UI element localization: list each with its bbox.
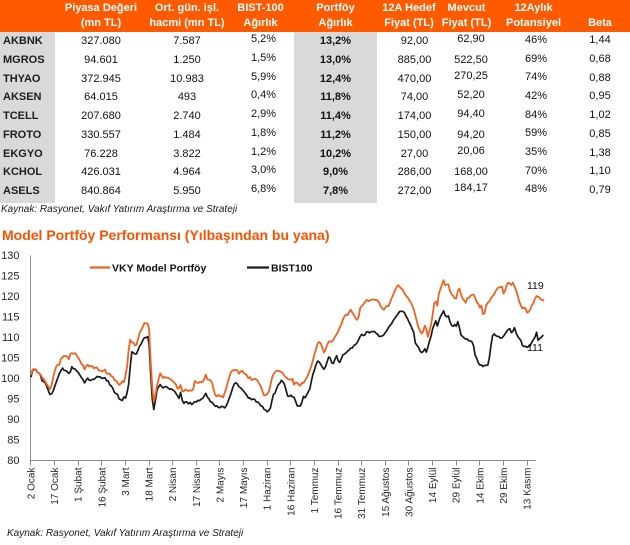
svg-text:14 Eylül: 14 Eylül bbox=[428, 468, 439, 504]
svg-text:2 Mayıs: 2 Mayıs bbox=[216, 468, 227, 503]
svg-text:14 Ekim: 14 Ekim bbox=[475, 468, 486, 504]
svg-text:31 Temmuz: 31 Temmuz bbox=[357, 468, 368, 520]
svg-text:16 Temmuz: 16 Temmuz bbox=[334, 468, 345, 520]
svg-text:120: 120 bbox=[1, 291, 19, 303]
svg-text:30 Ağustos: 30 Ağustos bbox=[404, 468, 415, 517]
svg-text:17 Mayıs: 17 Mayıs bbox=[239, 468, 250, 509]
svg-text:85: 85 bbox=[7, 435, 19, 447]
svg-text:29 Ekim: 29 Ekim bbox=[499, 468, 510, 504]
svg-text:115: 115 bbox=[2, 311, 20, 323]
svg-text:80: 80 bbox=[7, 455, 19, 467]
svg-text:29 Eylül: 29 Eylül bbox=[452, 468, 463, 504]
svg-text:3 Mart: 3 Mart bbox=[121, 467, 132, 496]
svg-text:16 Haziran: 16 Haziran bbox=[286, 468, 297, 516]
svg-text:13 Kasım: 13 Kasım bbox=[523, 468, 534, 510]
svg-text:17 Ocak: 17 Ocak bbox=[50, 467, 61, 505]
svg-text:VKY Model Portföy: VKY Model Portföy bbox=[112, 262, 206, 274]
svg-text:95: 95 bbox=[7, 393, 19, 405]
svg-text:125: 125 bbox=[1, 270, 19, 282]
svg-text:BIST100: BIST100 bbox=[271, 262, 313, 274]
svg-text:16 Şubat: 16 Şubat bbox=[97, 467, 108, 507]
svg-text:100: 100 bbox=[1, 373, 19, 385]
svg-text:130: 130 bbox=[1, 250, 19, 262]
svg-text:1 Şubat: 1 Şubat bbox=[74, 467, 85, 502]
svg-text:90: 90 bbox=[7, 414, 19, 426]
svg-text:15 Ağustos: 15 Ağustos bbox=[381, 468, 392, 517]
svg-text:111: 111 bbox=[527, 342, 543, 354]
svg-text:2 Nisan: 2 Nisan bbox=[168, 468, 179, 502]
svg-text:2 Ocak: 2 Ocak bbox=[27, 467, 38, 500]
svg-text:1 Temmuz: 1 Temmuz bbox=[310, 468, 321, 514]
svg-text:18 Mart: 18 Mart bbox=[145, 467, 156, 501]
svg-text:110: 110 bbox=[2, 332, 20, 344]
svg-text:105: 105 bbox=[1, 352, 19, 364]
svg-text:17 Nisan: 17 Nisan bbox=[192, 468, 203, 507]
svg-text:119: 119 bbox=[527, 280, 544, 292]
svg-text:1 Haziran: 1 Haziran bbox=[263, 468, 274, 511]
